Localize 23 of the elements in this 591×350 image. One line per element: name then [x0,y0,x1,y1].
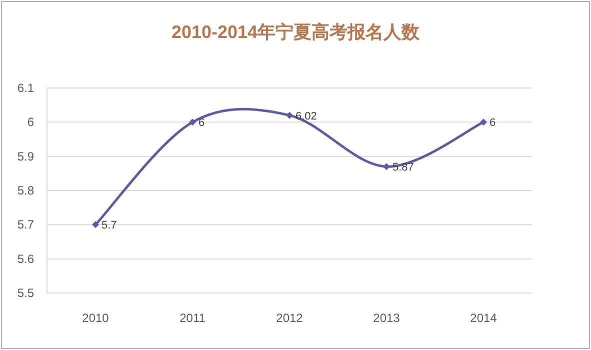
title: 2010-2014年宁夏高考报名人数 [171,22,420,42]
data-label: 6.02 [296,110,317,122]
data-label: 6 [490,117,496,130]
y-tick-label: 5.8 [17,184,34,198]
y-tick-label: 5.5 [17,286,34,300]
x-tick-label: 2011 [180,311,206,325]
y-tick-label: 6.1 [17,81,34,95]
point [92,221,99,228]
x-tick-label: 2014 [470,311,498,325]
x-tick-label: 2010 [82,311,110,325]
x-tick-label: 2012 [276,311,304,325]
data-label: 5.87 [392,162,414,174]
y-tick-label: 5.7 [17,218,34,232]
y-tick-label: 5.6 [17,252,34,266]
point [286,112,293,119]
point [480,118,487,126]
point [383,163,390,170]
y-tick-label: 6 [27,115,34,130]
point [189,118,196,126]
data-label: 5.7 [102,220,117,232]
data-label: 6 [198,117,205,130]
y-tick-label: 5.9 [17,149,34,164]
x-tick-label: 2013 [373,311,400,325]
